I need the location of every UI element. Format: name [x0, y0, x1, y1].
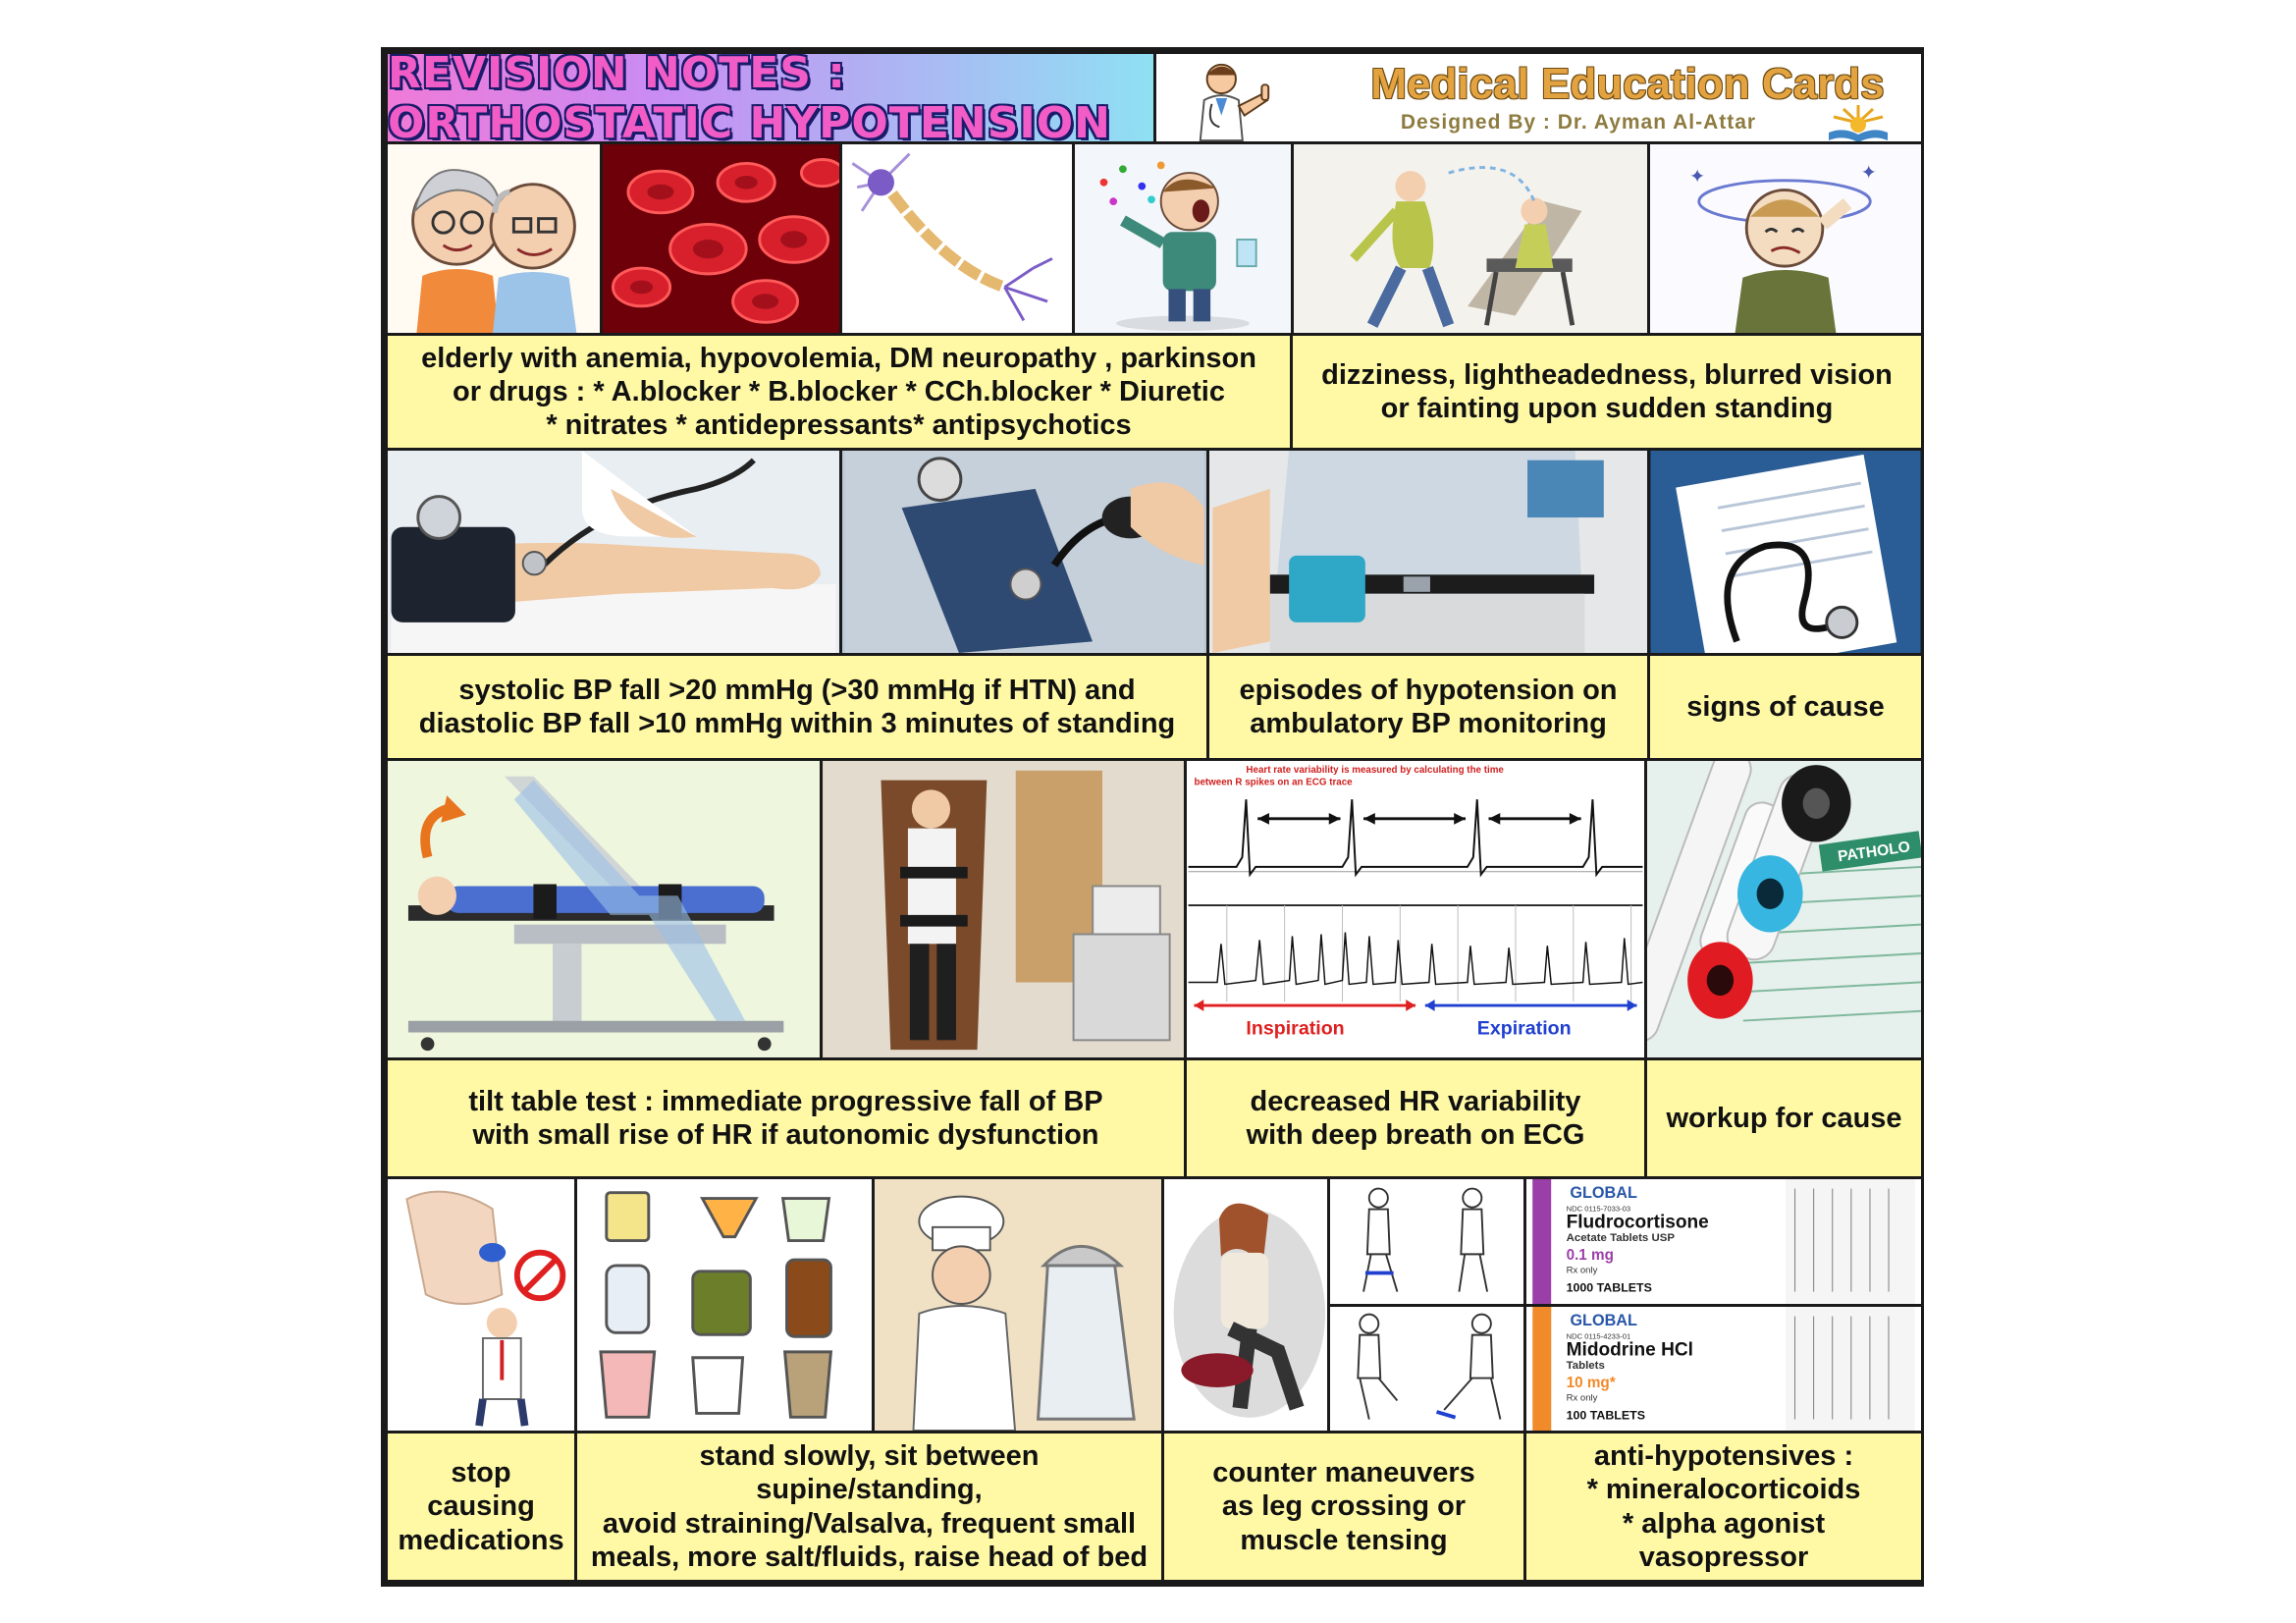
workup-for-cause-card: workup for cause [1644, 1057, 1924, 1179]
lifestyle-measures-card: stand slowly, sit between supine/standin… [574, 1431, 1164, 1583]
drug1-name: Fludrocortisone [1567, 1213, 1709, 1233]
tilt-table-illustration [385, 758, 823, 1060]
symptoms-text: dizziness, lightheadedness, blurred visi… [1321, 358, 1893, 424]
stop-medications-text: stop causing medications [398, 1457, 564, 1556]
sphygmomanometer-image [839, 448, 1209, 656]
drug1-rx: Rx only [1567, 1265, 1598, 1275]
ecg-expiration-label: Expiration [1477, 1017, 1572, 1039]
doctor-mascot-icon [1199, 63, 1270, 141]
drug2-brand: GLOBAL [1570, 1312, 1637, 1329]
ecg-hrv-chart: Heart rate variability is measured by ca… [1184, 758, 1647, 1060]
leg-exercises-illustration [1327, 1304, 1526, 1434]
brand-subtitle: Designed By : Dr. Ayman Al-Attar [1400, 111, 1757, 134]
counter-maneuvers-text: counter maneuvers as leg crossing or mus… [1212, 1457, 1475, 1556]
tilt-table-test-text: tilt table test : immediate progressive … [468, 1085, 1103, 1151]
red-blood-cells-image [600, 141, 842, 336]
risk-factors-text: elderly with anemia, hypovolemia, DM neu… [421, 342, 1256, 442]
bp-criteria-card: systolic BP fall >20 mmHg (>30 mmHg if H… [385, 653, 1209, 761]
drug1-ndc: NDC 0115-7033-03 [1567, 1204, 1631, 1213]
drug2-count: 100 TABLETS [1567, 1409, 1645, 1423]
midodrine-bottle-label: GLOBAL NDC 0115-4233-01 Midodrine HCl Ta… [1523, 1304, 1924, 1434]
anti-hypotensives-text: anti-hypotensives : * mineralocorticoids… [1586, 1440, 1861, 1573]
risk-factors-card: elderly with anemia, hypovolemia, DM neu… [385, 333, 1293, 451]
brand-banner: Medical Education Cards Designed By : Dr… [1153, 51, 1924, 144]
drug2-desc: Tablets [1567, 1360, 1605, 1372]
signs-of-cause-text: signs of cause [1686, 690, 1885, 723]
ecg-caption: Heart rate variability is measured by ca… [1194, 765, 1506, 788]
revision-card-sheet: REVISION NOTES : ORTHOSTATIC HYPOTENSION… [381, 47, 1924, 1587]
svg-text:✦: ✦ [1861, 162, 1877, 184]
signs-of-cause-card: signs of cause [1647, 653, 1924, 761]
woman-leg-crossing-illustration [1161, 1176, 1330, 1434]
symptoms-card: dizziness, lightheadedness, blurred visi… [1290, 333, 1924, 451]
hr-variability-card: decreased HR variability with deep breat… [1184, 1057, 1647, 1179]
drug1-brand: GLOBAL [1570, 1184, 1637, 1202]
chef-salt-illustration [872, 1176, 1164, 1434]
ambulatory-monitoring-text: episodes of hypotension on ambulatory BP… [1239, 674, 1618, 739]
lifestyle-measures-text: stand slowly, sit between supine/standin… [590, 1440, 1148, 1573]
muscle-tensing-exercises-illustration [1327, 1176, 1526, 1307]
page-title: REVISION NOTES : ORTHOSTATIC HYPOTENSION [388, 51, 1111, 144]
clipboard-stethoscope-image [1647, 448, 1924, 656]
tilt-table-test-photo [820, 758, 1187, 1060]
blood-test-tubes-image: PATHOLO [1644, 758, 1924, 1060]
dizzy-man-illustration: ✦ ✦ [1647, 141, 1924, 336]
drug1-desc: Acetate Tablets USP [1567, 1232, 1676, 1244]
drug2-name: Midodrine HCl [1567, 1340, 1693, 1361]
svg-text:✦: ✦ [1689, 166, 1705, 188]
drug2-dose: 10 mg* [1567, 1375, 1616, 1391]
bp-measurement-arm-image [385, 448, 842, 656]
bp-criteria-text: systolic BP fall >20 mmHg (>30 mmHg if H… [418, 674, 1176, 739]
brand-title: Medical Education Cards [1370, 60, 1885, 108]
stop-medications-illustration [385, 1176, 577, 1434]
drug1-count: 1000 TABLETS [1567, 1281, 1652, 1295]
title-banner: REVISION NOTES : ORTHOSTATIC HYPOTENSION [385, 51, 1156, 144]
drug2-ndc: NDC 0115-4233-01 [1567, 1331, 1631, 1340]
ecg-inspiration-label: Inspiration [1246, 1017, 1344, 1039]
tilt-table-test-card: tilt table test : immediate progressive … [385, 1057, 1187, 1179]
ambulatory-bp-monitor-image [1206, 448, 1650, 656]
drug2-rx: Rx only [1567, 1392, 1598, 1403]
elderly-couple-illustration [385, 141, 603, 336]
drug1-dose: 0.1 mg [1567, 1247, 1614, 1264]
neuron-illustration [839, 141, 1075, 336]
stop-medications-card: stop causing medications [385, 1431, 577, 1583]
man-standing-dizzy-illustration [1291, 141, 1650, 336]
hr-variability-text: decreased HR variability with deep breat… [1246, 1085, 1585, 1151]
fluids-drinks-illustration [574, 1176, 875, 1434]
counter-maneuvers-card: counter maneuvers as leg crossing or mus… [1161, 1431, 1526, 1583]
fludrocortisone-bottle-label: GLOBAL NDC 0115-7033-03 Fludrocortisone … [1523, 1176, 1924, 1307]
sunrise-book-logo-icon [1829, 105, 1888, 141]
workup-for-cause-text: workup for cause [1666, 1102, 1902, 1134]
ambulatory-monitoring-card: episodes of hypotension on ambulatory BP… [1206, 653, 1650, 761]
anti-hypotensives-card: anti-hypotensives : * mineralocorticoids… [1523, 1431, 1924, 1583]
man-taking-pills-illustration [1072, 141, 1294, 336]
